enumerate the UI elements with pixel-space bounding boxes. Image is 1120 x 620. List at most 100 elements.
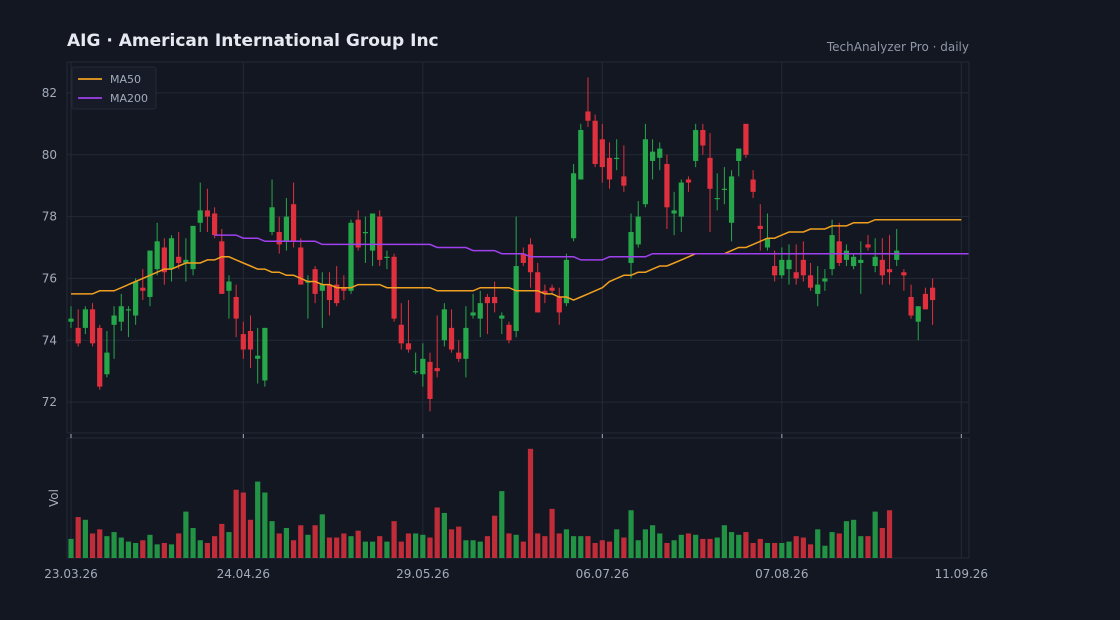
candle-body xyxy=(154,241,160,270)
candle-body xyxy=(82,309,88,328)
candle-body xyxy=(779,259,785,276)
x-tick-label: 11.09.26 xyxy=(935,567,988,581)
candle-body xyxy=(168,238,175,270)
volume-bar xyxy=(140,540,146,558)
x-tick-label: 23.03.26 xyxy=(44,567,97,581)
volume-bar xyxy=(685,533,692,558)
volume-bar xyxy=(384,541,390,558)
volume-bar xyxy=(499,491,505,558)
candle-body xyxy=(764,238,771,248)
volume-bar xyxy=(506,533,512,558)
volume-bar xyxy=(628,510,634,558)
candle-body xyxy=(176,256,182,263)
volume-bar xyxy=(226,532,232,558)
volume-bar xyxy=(168,544,175,558)
candles xyxy=(68,77,936,412)
candle-body xyxy=(183,259,189,263)
candle-body xyxy=(133,281,139,316)
volume-bar xyxy=(807,544,814,558)
volume-bar xyxy=(736,534,742,558)
candle-body xyxy=(68,318,74,322)
volume-bar xyxy=(678,534,684,558)
candle-body xyxy=(772,266,778,276)
volume-bar xyxy=(398,541,404,558)
candle-body xyxy=(247,330,254,350)
candle-body xyxy=(628,232,634,263)
candle-body xyxy=(520,253,526,263)
volume-bar xyxy=(614,529,620,558)
candle-body xyxy=(111,315,117,325)
candle-body xyxy=(233,296,239,319)
candle-body xyxy=(118,306,124,322)
candle-body xyxy=(714,198,720,200)
volume-bar xyxy=(111,532,117,558)
volume-bar xyxy=(520,541,526,558)
volume-bar xyxy=(829,532,835,558)
volume-bar xyxy=(125,541,132,558)
volume-bar xyxy=(793,536,799,558)
volume-bar xyxy=(219,523,225,558)
candle-body xyxy=(506,324,512,341)
volume-bar xyxy=(97,529,103,558)
volume-bar xyxy=(405,533,412,558)
candle-body xyxy=(463,327,469,359)
candle-body xyxy=(585,111,591,121)
candle-body xyxy=(283,216,289,242)
candle-body xyxy=(908,296,914,316)
candle-body xyxy=(413,371,419,373)
candle-body xyxy=(642,139,648,205)
y-tick-label: 76 xyxy=(42,271,57,285)
volume-bar xyxy=(305,534,311,558)
candle-body xyxy=(305,281,311,283)
volume-bar xyxy=(334,537,340,558)
volume-bar xyxy=(82,519,88,558)
candle-body xyxy=(470,312,476,316)
price-panel-frame xyxy=(66,61,970,434)
volume-bar xyxy=(657,533,663,558)
legend-ma50-label: MA50 xyxy=(110,73,141,86)
volume-bar xyxy=(865,536,871,558)
candle-body xyxy=(312,269,318,294)
volume-bar xyxy=(843,521,850,558)
volume-bar xyxy=(728,532,735,558)
volume-bar xyxy=(118,537,124,558)
candle-body xyxy=(398,324,404,344)
candle-body xyxy=(635,216,641,245)
volume-bar xyxy=(649,525,656,558)
candle-body xyxy=(649,151,656,161)
volume-bar xyxy=(743,532,749,558)
candle-body xyxy=(671,210,677,214)
candle-body xyxy=(571,173,577,239)
candle-body xyxy=(240,334,246,350)
candle-body xyxy=(542,290,548,294)
candle-body xyxy=(829,235,835,270)
volume-bar xyxy=(290,540,297,558)
volume-bar xyxy=(183,511,189,558)
candle-body xyxy=(269,207,275,233)
candle-body xyxy=(678,182,684,217)
volume-bar xyxy=(240,492,246,558)
volume-bar xyxy=(355,530,361,558)
candle-body xyxy=(563,259,570,304)
volume-bar xyxy=(441,512,447,558)
candle-body xyxy=(578,130,584,180)
volume-bar xyxy=(693,534,699,558)
y-tick-label: 74 xyxy=(42,333,57,347)
volume-bar xyxy=(68,538,74,558)
candle-body xyxy=(140,287,146,291)
candle-body xyxy=(441,309,447,341)
candle-body xyxy=(657,148,663,158)
candle-body xyxy=(477,303,483,319)
chart-title: AIG · American International Group Inc xyxy=(67,31,439,51)
candle-body xyxy=(879,259,885,276)
candle-body xyxy=(384,256,390,258)
y-tick-label: 78 xyxy=(42,210,57,224)
volume-bar xyxy=(779,542,785,558)
candle-body xyxy=(276,232,282,245)
candle-body xyxy=(606,157,613,180)
volume-bar xyxy=(549,508,555,558)
volume-bar xyxy=(413,533,419,558)
volume-bar xyxy=(212,536,218,558)
candle-body xyxy=(535,272,541,313)
